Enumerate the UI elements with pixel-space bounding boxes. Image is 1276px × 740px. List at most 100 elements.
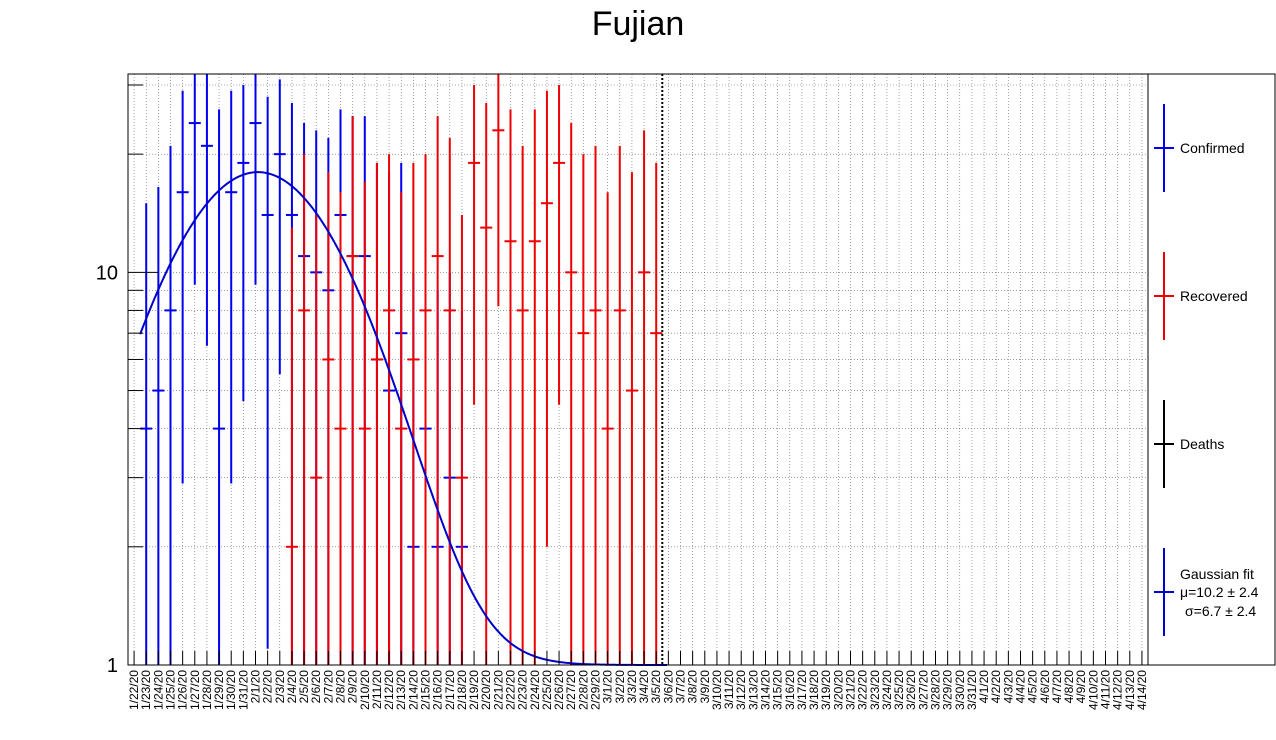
- legend-fit-sigma: σ=6.7 ± 2.4: [1185, 603, 1256, 619]
- x-tick-label: 2/20/20: [479, 670, 493, 710]
- x-tick-label: 2/19/20: [467, 670, 481, 710]
- x-tick-label: 3/15/20: [771, 670, 785, 710]
- x-tick-label: 3/1/20: [601, 670, 615, 704]
- x-tick-label: 3/20/20: [831, 670, 845, 710]
- legend-frame: [1147, 73, 1276, 666]
- legend-entry-recovered: Recovered: [1154, 252, 1248, 340]
- x-tick-label: 1/23/20: [139, 670, 153, 710]
- x-tick-label: 1/26/20: [176, 670, 190, 710]
- x-tick-label: 3/16/20: [783, 670, 797, 710]
- x-tick-label: 2/16/20: [431, 670, 445, 710]
- x-tick-label: 2/2/20: [261, 670, 275, 704]
- x-tick-label: 4/13/20: [1123, 670, 1137, 710]
- x-tick-label: 1/28/20: [200, 670, 214, 710]
- x-tick-label: 3/3/20: [625, 670, 639, 704]
- x-tick-label: 4/1/20: [977, 670, 991, 704]
- x-tick-label: 3/23/20: [868, 670, 882, 710]
- x-tick-label: 3/6/20: [661, 670, 675, 704]
- legend-entry-deaths: Deaths: [1154, 400, 1224, 488]
- x-tick-label: 4/10/20: [1086, 670, 1100, 710]
- x-tick-label: 3/7/20: [674, 670, 688, 704]
- x-tick-label: 2/3/20: [273, 670, 287, 704]
- x-tick-label: 3/10/20: [710, 670, 724, 710]
- x-tick-label: 3/4/20: [637, 670, 651, 704]
- x-tick-label: 1/22/20: [127, 670, 141, 710]
- x-tick-label: 2/6/20: [309, 670, 323, 704]
- legend-confirmed-label: Confirmed: [1180, 140, 1245, 156]
- x-tick-label: 3/26/20: [904, 670, 918, 710]
- x-tick-label: 2/4/20: [285, 670, 299, 704]
- x-tick-label: 2/22/20: [504, 670, 518, 710]
- x-tick-label: 2/17/20: [443, 670, 457, 710]
- x-tick-label: 2/10/20: [358, 670, 372, 710]
- x-tick-label: 2/29/20: [589, 670, 603, 710]
- x-tick-label: 3/12/20: [734, 670, 748, 710]
- x-tick-label: 2/25/20: [540, 670, 554, 710]
- x-tick-label: 3/17/20: [795, 670, 809, 710]
- x-tick-label: 3/31/20: [965, 670, 979, 710]
- x-tick-label: 4/5/20: [1026, 670, 1040, 704]
- x-tick-label: 1/24/20: [151, 670, 165, 710]
- x-tick-label: 4/4/20: [1014, 670, 1028, 704]
- gaussian-fit-curve: [139, 171, 668, 666]
- x-tick-label: 4/8/20: [1062, 670, 1076, 704]
- x-tick-label: 2/18/20: [455, 670, 469, 710]
- x-tick-label: 3/25/20: [892, 670, 906, 710]
- x-tick-label: 3/21/20: [844, 670, 858, 710]
- x-tick-label: 2/27/20: [564, 670, 578, 710]
- x-tick-label: 4/2/20: [989, 670, 1003, 704]
- x-tick-label: 1/25/20: [164, 670, 178, 710]
- x-tick-label: 2/9/20: [346, 670, 360, 704]
- x-tick-label: 3/28/20: [929, 670, 943, 710]
- chart-title: Fujian: [592, 5, 685, 43]
- y-tick-label: 1: [107, 655, 118, 677]
- y-tick-label: 10: [96, 262, 118, 284]
- x-tick-label: 1/27/20: [188, 670, 202, 710]
- legend-recovered-label: Recovered: [1180, 288, 1248, 304]
- x-tick-label: 2/23/20: [516, 670, 530, 710]
- plot-frame: [127, 73, 1149, 666]
- x-tick-label: 4/14/20: [1135, 670, 1149, 710]
- x-tick-label: 3/19/20: [819, 670, 833, 710]
- x-tick-label: 3/24/20: [880, 670, 894, 710]
- x-tick-label: 3/30/20: [953, 670, 967, 710]
- x-tick-label: 4/12/20: [1111, 670, 1125, 710]
- x-tick-label: 4/11/20: [1099, 670, 1113, 709]
- x-tick-label: 1/31/20: [236, 670, 250, 710]
- x-tick-label: 2/5/20: [297, 670, 311, 704]
- x-tick-label: 3/22/20: [856, 670, 870, 710]
- y-axis: 1 10: [96, 84, 158, 677]
- x-tick-label: 2/11/20: [370, 670, 384, 709]
- x-tick-label: 1/30/20: [224, 670, 238, 710]
- x-tick-label: 4/9/20: [1074, 670, 1088, 704]
- x-tick-label: 3/29/20: [941, 670, 955, 710]
- x-tick-label: 2/12/20: [382, 670, 396, 710]
- legend: Confirmed Recovered Deaths Gaussian fit …: [1147, 73, 1276, 666]
- x-tick-label: 3/11/20: [722, 670, 736, 709]
- x-tick-label: 3/5/20: [649, 670, 663, 704]
- x-tick-label: 3/8/20: [686, 670, 700, 704]
- fit-group: [139, 171, 668, 666]
- x-tick-label: 2/14/20: [406, 670, 420, 710]
- grid: [128, 74, 1148, 666]
- x-tick-label: 2/1/20: [249, 670, 263, 704]
- legend-deaths-label: Deaths: [1180, 436, 1224, 452]
- legend-fit-mu: μ=10.2 ± 2.4: [1180, 584, 1259, 600]
- x-tick-label: 2/24/20: [528, 670, 542, 710]
- x-tick-label: 4/3/20: [1001, 670, 1015, 704]
- legend-entry-fit: Gaussian fit μ=10.2 ± 2.4 σ=6.7 ± 2.4: [1154, 548, 1259, 636]
- x-tick-label: 3/27/20: [916, 670, 930, 710]
- x-tick-label: 2/13/20: [394, 670, 408, 710]
- x-tick-label: 2/21/20: [491, 670, 505, 710]
- legend-entry-confirmed: Confirmed: [1154, 104, 1245, 192]
- x-tick-label: 4/7/20: [1050, 670, 1064, 704]
- x-tick-label: 3/13/20: [746, 670, 760, 710]
- x-tick-label: 2/15/20: [419, 670, 433, 710]
- x-tick-label: 4/6/20: [1038, 670, 1052, 704]
- x-tick-label: 2/8/20: [334, 670, 348, 704]
- series-group: [140, 74, 663, 665]
- x-tick-label: 3/9/20: [698, 670, 712, 704]
- x-tick-label: 2/28/20: [576, 670, 590, 710]
- x-tick-label: 1/29/20: [212, 670, 226, 710]
